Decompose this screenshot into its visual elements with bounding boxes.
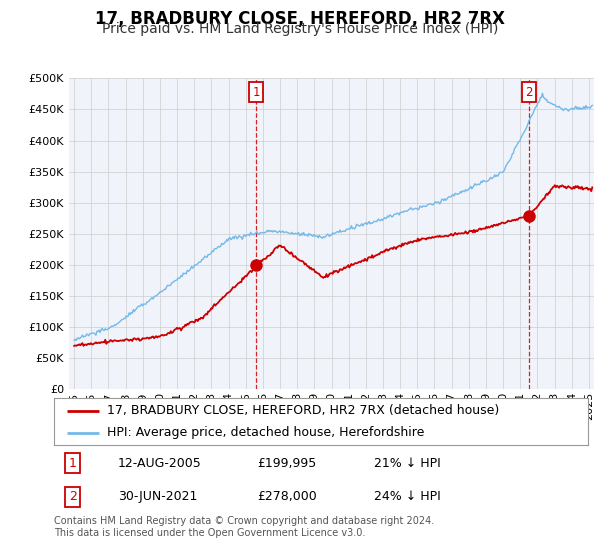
Text: 2: 2 xyxy=(525,86,533,99)
Text: 2: 2 xyxy=(69,491,77,503)
Text: 21% ↓ HPI: 21% ↓ HPI xyxy=(374,457,441,470)
Text: HPI: Average price, detached house, Herefordshire: HPI: Average price, detached house, Here… xyxy=(107,426,425,440)
Text: 1: 1 xyxy=(69,457,77,470)
Text: 30-JUN-2021: 30-JUN-2021 xyxy=(118,491,197,503)
Text: £278,000: £278,000 xyxy=(257,491,317,503)
Text: Contains HM Land Registry data © Crown copyright and database right 2024.
This d: Contains HM Land Registry data © Crown c… xyxy=(54,516,434,538)
Text: 12-AUG-2005: 12-AUG-2005 xyxy=(118,457,202,470)
Text: 17, BRADBURY CLOSE, HEREFORD, HR2 7RX: 17, BRADBURY CLOSE, HEREFORD, HR2 7RX xyxy=(95,10,505,28)
Text: 24% ↓ HPI: 24% ↓ HPI xyxy=(374,491,441,503)
Text: 17, BRADBURY CLOSE, HEREFORD, HR2 7RX (detached house): 17, BRADBURY CLOSE, HEREFORD, HR2 7RX (d… xyxy=(107,404,500,417)
Text: 1: 1 xyxy=(253,86,260,99)
Text: Price paid vs. HM Land Registry's House Price Index (HPI): Price paid vs. HM Land Registry's House … xyxy=(102,22,498,36)
Text: £199,995: £199,995 xyxy=(257,457,316,470)
